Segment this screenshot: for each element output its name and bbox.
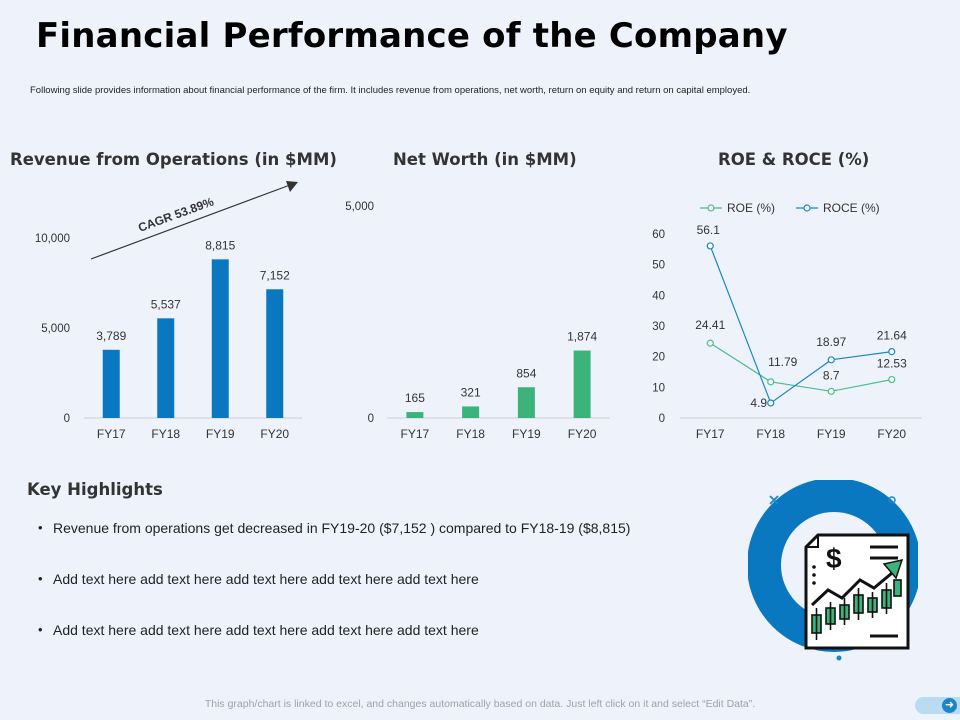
data-label: 321 (461, 385, 481, 399)
data-label: 18.97 (816, 335, 846, 349)
roe-chart-title: ROE & ROCE (%) (718, 150, 870, 169)
charts-canvas: 0 5,000 10,000 FY17 FY18 FY19 FY20 3,789 5,537 8,… (35, 181, 922, 441)
y-tick-label: 0 (659, 413, 665, 425)
data-label: 24.41 (695, 318, 725, 332)
x-tick-label: FY17 (401, 427, 430, 441)
data-point (767, 378, 775, 386)
x-tick-label: FY18 (756, 427, 785, 441)
x-tick-label: FY17 (696, 427, 725, 441)
data-label: 7,152 (260, 268, 290, 282)
y-tick-label: 10 (652, 382, 665, 394)
bar (573, 350, 591, 418)
svg-text:$: $ (826, 543, 842, 574)
bar (462, 406, 480, 418)
bar (157, 318, 175, 418)
x-tick-label: FY19 (512, 427, 541, 441)
financial-report-icon: $ (748, 480, 918, 661)
y-tick-label: 0 (64, 413, 70, 425)
x-tick-label: FY19 (206, 427, 235, 441)
footer-note: This graph/chart is linked to excel, and… (204, 698, 756, 710)
y-tick-label: 10,000 (35, 233, 70, 245)
page-subtitle: Following slide provides information abo… (30, 85, 751, 96)
x-tick-label: FY18 (151, 427, 180, 441)
data-point (827, 387, 835, 395)
x-tick-label: FY20 (260, 427, 289, 441)
legend-marker (707, 204, 715, 212)
cagr-arrow (90, 184, 291, 260)
x-tick-label: FY20 (877, 427, 906, 441)
data-label: 56.1 (697, 223, 721, 237)
networth-chart-title: Net Worth (in $MM) (393, 150, 577, 169)
next-slide-button[interactable]: ➜ (915, 697, 960, 714)
legend-label: ROE (%) (727, 201, 775, 215)
data-point (706, 339, 714, 347)
x-tick-label: FY20 (568, 427, 597, 441)
data-label: 4.9 (750, 396, 767, 410)
data-point (706, 242, 714, 250)
y-tick-label: 0 (368, 413, 374, 425)
y-tick-label: 60 (652, 229, 665, 241)
data-label: 5,537 (151, 297, 181, 311)
x-tick-label: FY18 (456, 427, 485, 441)
y-tick-label: 30 (652, 321, 665, 333)
bar (102, 349, 120, 418)
highlights-list: Revenue from operations get decreased in… (38, 520, 630, 673)
bar (211, 259, 229, 418)
data-label: 1,874 (567, 330, 597, 344)
data-point (888, 348, 896, 356)
data-label: 12.53 (877, 357, 907, 371)
y-tick-label: 40 (652, 290, 665, 302)
data-point (888, 375, 896, 384)
legend-marker (803, 204, 811, 212)
series-line (709, 245, 892, 404)
page-title: Financial Performance of the Company (36, 16, 788, 56)
y-tick-label: 5,000 (41, 323, 70, 335)
x-tick-label: FY17 (97, 427, 126, 441)
revenue-chart-title: Revenue from Operations (in $MM) (10, 150, 337, 169)
y-tick-label: 5,000 (345, 201, 374, 213)
bar (406, 412, 424, 418)
highlight-item: Add text here add text here add text her… (38, 571, 630, 622)
highlight-item: Add text here add text here add text her… (38, 622, 630, 673)
highlight-item: Revenue from operations get decreased in… (38, 520, 630, 571)
cagr-arrowhead (286, 181, 298, 192)
series-line (709, 342, 892, 392)
y-tick-label: 50 (652, 260, 665, 272)
legend-label: ROCE (%) (823, 201, 880, 215)
data-label: 3,789 (96, 329, 126, 343)
bar (266, 289, 284, 418)
data-label: 8,815 (205, 238, 235, 252)
data-label: 8.7 (823, 368, 840, 382)
data-label: 165 (405, 391, 425, 405)
data-label: 854 (516, 366, 536, 380)
y-tick-label: 20 (652, 352, 665, 364)
data-label: 11.79 (768, 355, 797, 369)
data-point (767, 399, 775, 407)
data-label: 21.64 (877, 329, 907, 343)
key-highlights-title: Key Highlights (27, 480, 163, 499)
data-point (827, 356, 835, 364)
x-tick-label: FY19 (817, 427, 846, 441)
cagr-annotation: CAGR 53.89% (136, 194, 216, 234)
bar (517, 387, 535, 418)
arrow-right-icon: ➜ (942, 698, 957, 713)
